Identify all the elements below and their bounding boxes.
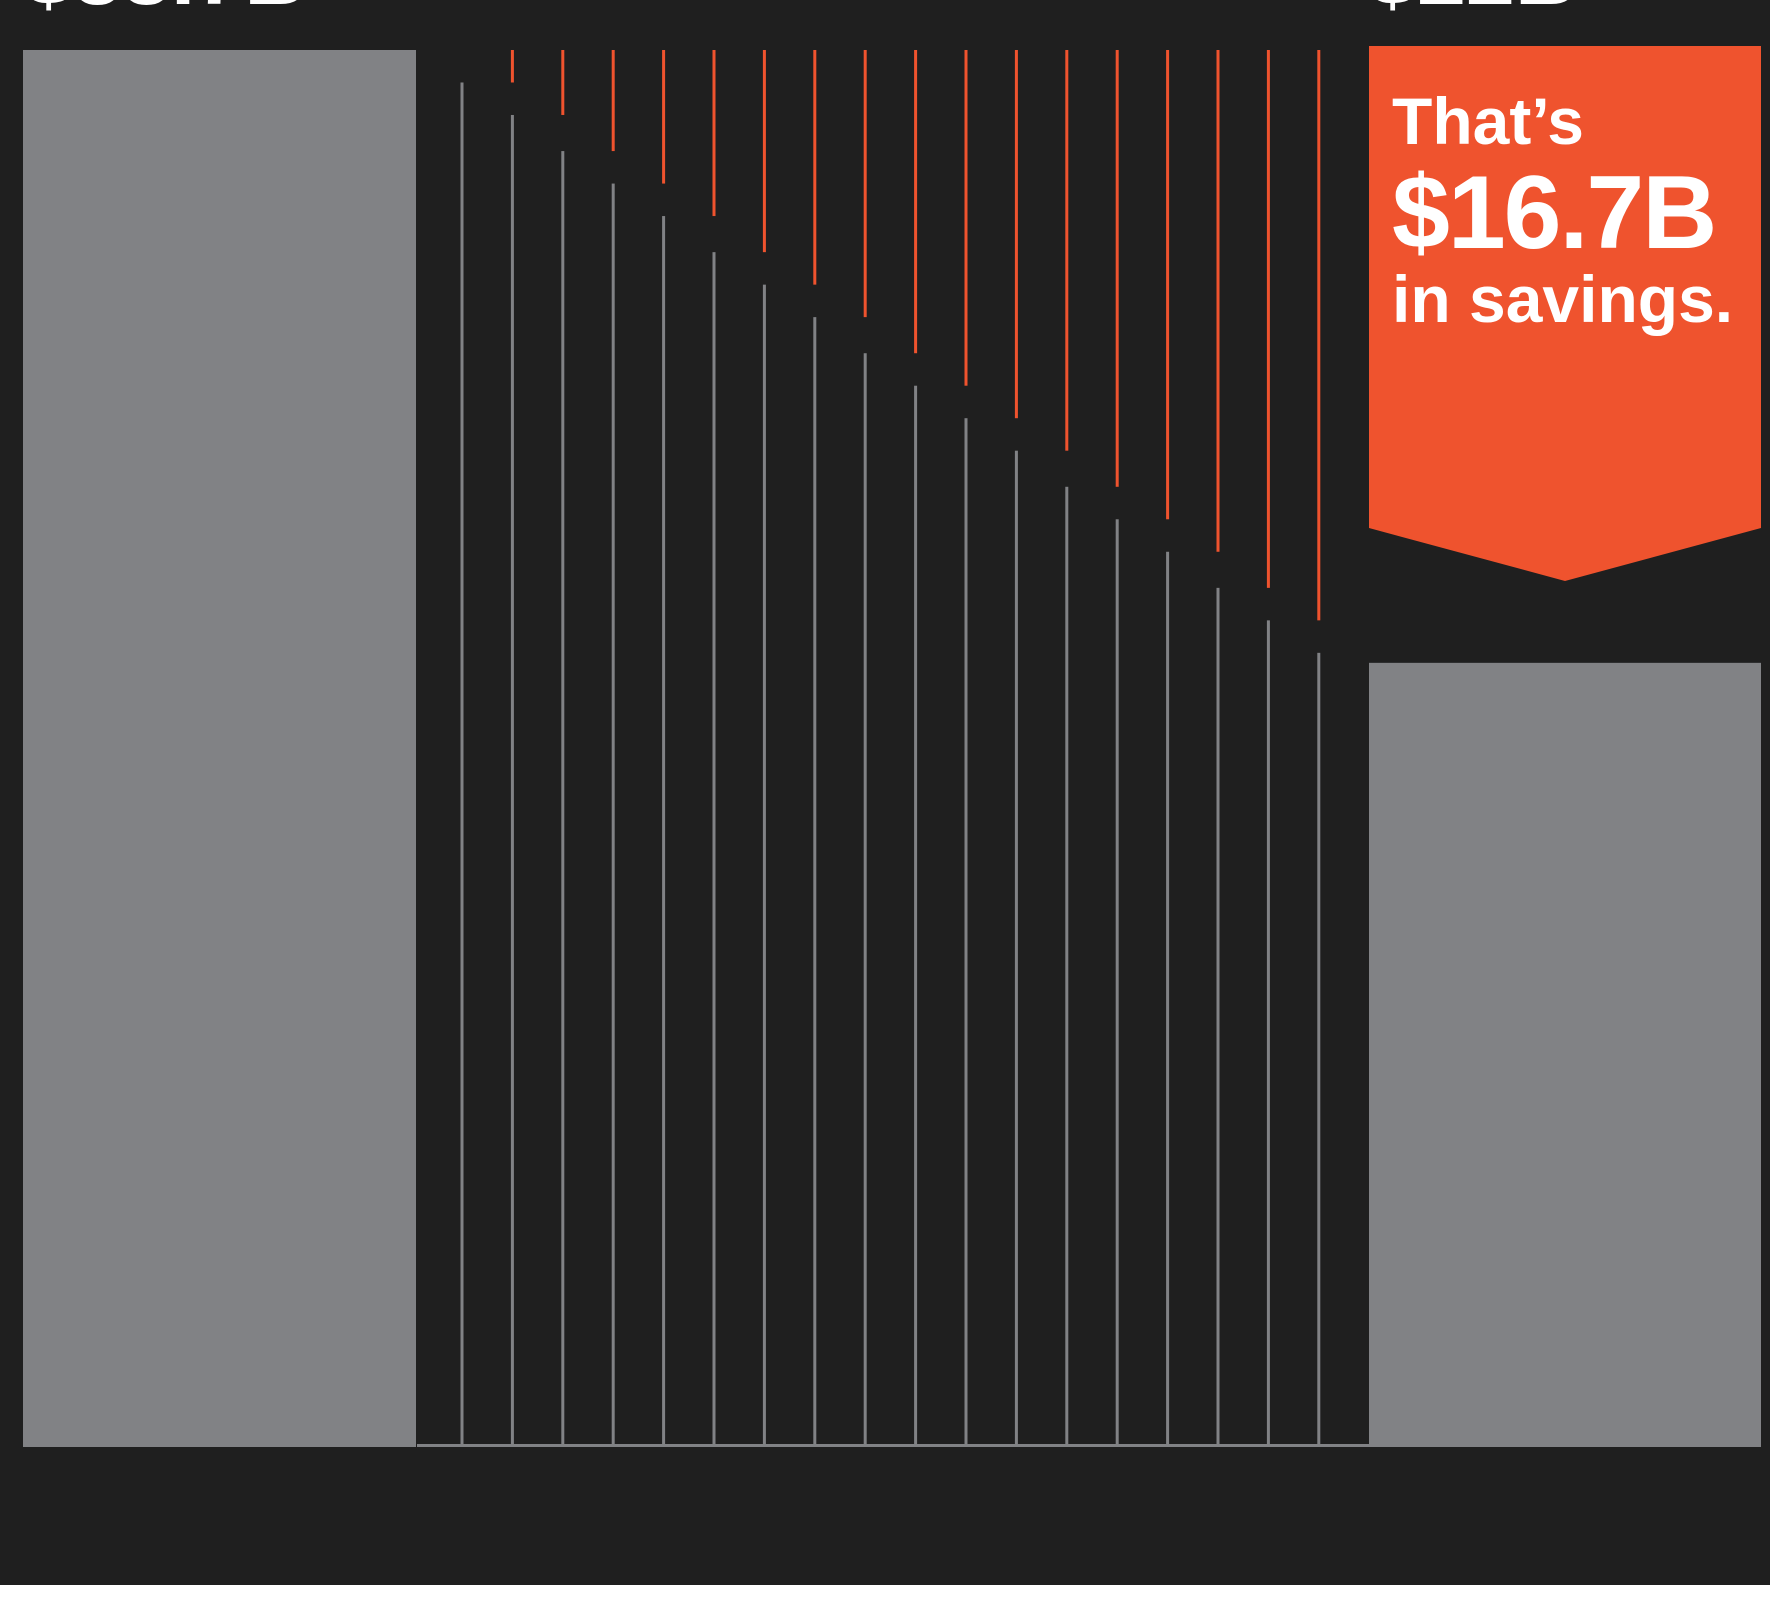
end-bar (1369, 662, 1761, 1447)
remaining-step-line (662, 216, 666, 1448)
remaining-step-line (863, 353, 867, 1447)
remaining-step-line (1317, 652, 1321, 1447)
savings-step-line (762, 50, 766, 253)
savings-step-line (1266, 50, 1270, 588)
remaining-step-line (1166, 551, 1170, 1447)
callout-amount: $16.7B (1392, 155, 1715, 271)
remaining-step-line (914, 385, 918, 1448)
remaining-step-line (712, 252, 716, 1447)
savings-step-line (863, 50, 867, 318)
savings-step-line (1115, 50, 1119, 487)
savings-step-line (1166, 50, 1170, 520)
savings-step-line (611, 50, 615, 152)
callout-line-3: in savings. (1392, 262, 1733, 336)
remaining-step-line (611, 183, 615, 1447)
savings-step-line (914, 50, 918, 354)
remaining-step-line (1115, 519, 1119, 1447)
savings-step-line (964, 50, 968, 386)
savings-step-line (510, 50, 514, 83)
savings-callout-banner (1369, 46, 1761, 581)
savings-step-line (1014, 50, 1018, 419)
savings-step-line (1216, 50, 1220, 552)
step-baseline (417, 1444, 1369, 1447)
remaining-step-line (510, 114, 514, 1447)
remaining-step-line (813, 317, 817, 1448)
savings-step-line (1065, 50, 1069, 451)
savings-step-line (1317, 50, 1321, 621)
step-lines-group (417, 50, 1369, 1448)
start-value-label: $38.7B (24, 0, 308, 23)
savings-step-line (662, 50, 666, 184)
remaining-step-line (1216, 587, 1220, 1447)
remaining-step-line (1065, 486, 1069, 1448)
savings-step-line (561, 50, 565, 115)
remaining-step-line (460, 82, 464, 1447)
remaining-step-line (964, 418, 968, 1447)
remaining-step-line (1014, 450, 1018, 1447)
end-value-label: $22B (1368, 0, 1578, 23)
callout-line-1: That’s (1392, 84, 1584, 158)
remaining-step-line (762, 284, 766, 1448)
remaining-step-line (1266, 620, 1270, 1447)
remaining-step-line (561, 151, 565, 1447)
savings-step-line (813, 50, 817, 285)
start-bar (23, 50, 416, 1447)
savings-step-line (712, 50, 716, 217)
